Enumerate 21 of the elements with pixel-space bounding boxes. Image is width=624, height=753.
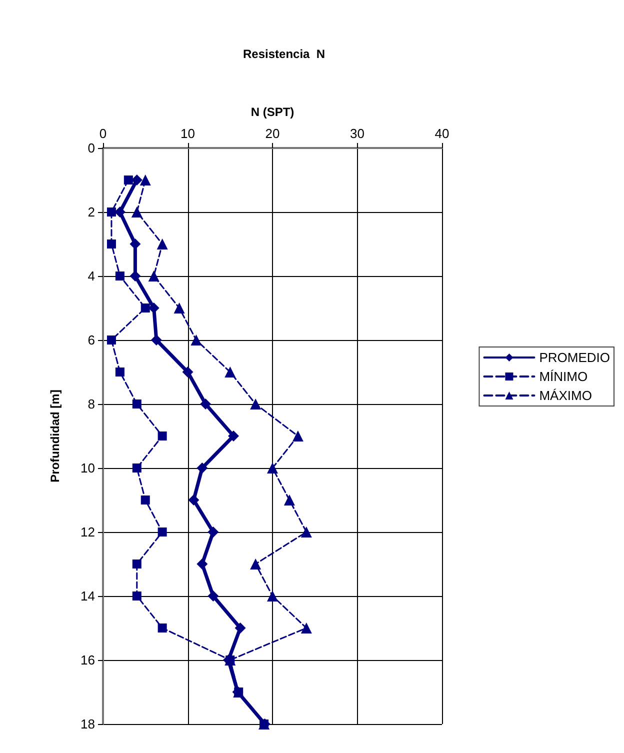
y-tick-label: 10: [80, 460, 95, 476]
y-tick-label: 12: [80, 524, 95, 540]
x-tick-label: 30: [350, 126, 364, 141]
x-axis-title: N (SPT): [250, 105, 294, 119]
chart-title: Resistencia N: [243, 47, 326, 61]
y-tick-label: 18: [80, 716, 95, 732]
legend-label: MÁXIMO: [539, 388, 592, 403]
x-tick-label: 20: [265, 126, 280, 141]
y-tick-label: 14: [80, 588, 95, 604]
x-tick-label: 0: [99, 126, 107, 141]
y-tick-label: 0: [88, 140, 95, 156]
legend-label: PROMEDIO: [539, 350, 610, 365]
y-tick-label: 6: [88, 332, 95, 348]
x-tick-label: 40: [434, 126, 450, 141]
x-tick-label: 10: [180, 126, 195, 141]
y-tick-label: 4: [88, 268, 95, 284]
y-tick-label: 16: [80, 652, 95, 668]
legend-label: MÍNIMO: [539, 369, 588, 384]
y-tick-label: 2: [88, 204, 95, 220]
y-axis-title: Profundidad [m]: [48, 390, 62, 482]
y-tick-label: 8: [88, 396, 95, 412]
